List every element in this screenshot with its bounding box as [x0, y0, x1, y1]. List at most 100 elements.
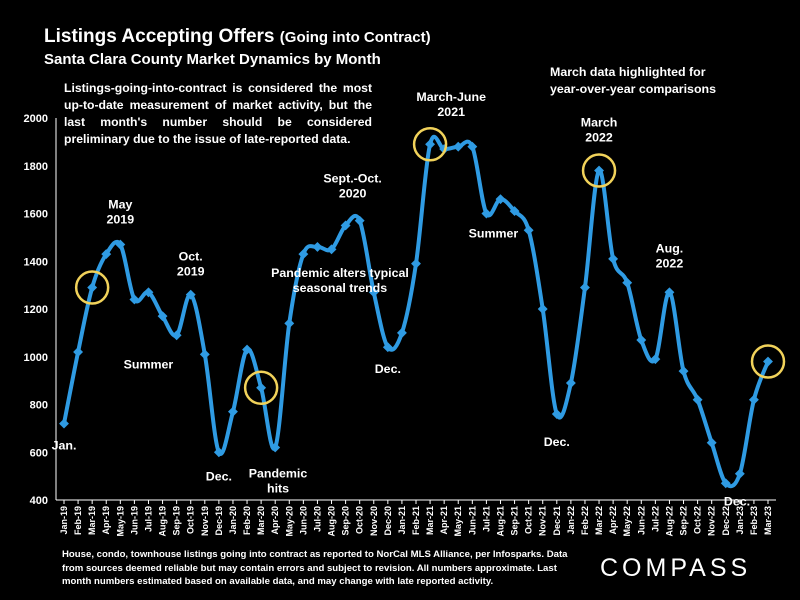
x-tick-label: Oct-22 — [693, 506, 703, 534]
x-tick-label: Nov-20 — [369, 506, 379, 536]
x-tick-label: Jan-21 — [397, 506, 407, 535]
data-point — [298, 249, 309, 260]
annotation-line: 2022 — [656, 256, 684, 270]
x-tick-label: Nov-21 — [538, 506, 548, 536]
y-tick-label: 1800 — [24, 161, 48, 173]
data-point — [143, 287, 154, 298]
annotation-line: hits — [267, 481, 289, 495]
annotation-label: Oct. 2019 — [177, 250, 205, 279]
annotation-line: Summer — [124, 358, 174, 372]
annotation-label: Aug. 2022 — [656, 241, 684, 270]
y-tick-label: 1400 — [24, 256, 48, 268]
data-point — [185, 289, 196, 300]
data-point — [425, 139, 436, 150]
data-point — [509, 206, 520, 217]
x-tick-label: Sep-22 — [679, 506, 689, 536]
annotation-line: Summer — [469, 226, 519, 240]
annotation-line: Oct. — [179, 250, 203, 264]
data-point — [495, 194, 506, 205]
x-tick-label: Apr-21 — [439, 506, 449, 535]
x-tick-label: Dec-22 — [721, 506, 731, 536]
data-point — [340, 220, 351, 231]
x-tick-label: Mar-21 — [425, 506, 435, 535]
data-point — [396, 327, 407, 338]
annotation-label: May 2019 — [107, 198, 135, 227]
x-tick-label: Apr-19 — [101, 506, 111, 535]
data-point — [115, 239, 126, 250]
x-tick-label: Dec-19 — [214, 506, 224, 536]
data-point — [228, 406, 238, 417]
annotation-line: 2019 — [177, 265, 205, 279]
annotation-line: Dec. — [206, 469, 232, 483]
data-point — [678, 366, 689, 377]
x-tick-label: May-20 — [284, 506, 294, 537]
data-point — [763, 356, 773, 367]
data-point — [748, 394, 759, 405]
x-tick-label: Jan-22 — [566, 506, 576, 535]
annotation-label: Dec. — [206, 469, 232, 483]
x-tick-label: Mar-19 — [87, 506, 97, 535]
data-point — [87, 282, 98, 293]
x-tick-label: Sep-20 — [341, 506, 351, 536]
highlight-circle — [750, 344, 786, 379]
data-point — [622, 277, 633, 288]
x-tick-label: Feb-19 — [73, 506, 83, 535]
data-point — [326, 244, 337, 255]
x-tick-label: Jul-20 — [312, 506, 322, 532]
x-tick-label: Aug-19 — [158, 506, 168, 537]
x-tick-label: Sep-19 — [172, 506, 182, 536]
title-main: Listings Accepting Offers — [44, 26, 275, 47]
y-tick-label: 600 — [30, 447, 48, 459]
annotation-line: 2022 — [585, 131, 613, 145]
data-point — [157, 311, 168, 322]
x-tick-label: May-21 — [453, 506, 463, 537]
x-tick-label: Jan-23 — [735, 506, 745, 535]
annotation-label: March 2022 — [581, 116, 618, 145]
march-highlight-note: March data highlighted for year-over-yea… — [550, 64, 716, 98]
x-tick-label: Jan-20 — [228, 506, 238, 535]
x-tick-label: Mar-22 — [594, 506, 604, 535]
annotation-line: Pandemic alters typical — [271, 266, 409, 280]
x-tick-label: Feb-22 — [580, 506, 590, 535]
annotation-label: Dec. — [375, 362, 401, 376]
data-point — [382, 342, 393, 353]
title-paren: (Going into Contract) — [279, 29, 431, 46]
x-tick-label: Nov-19 — [200, 506, 210, 536]
march-note-line-1: March data highlighted for — [550, 65, 706, 79]
y-tick-label: 2000 — [24, 113, 48, 125]
data-point — [242, 344, 252, 355]
x-tick-label: Jul-19 — [143, 506, 153, 532]
data-point — [734, 468, 745, 479]
data-point — [565, 378, 576, 388]
data-point — [551, 409, 562, 419]
annotation-label: Sept.-Oct. 2020 — [323, 172, 382, 201]
data-point — [73, 347, 84, 357]
annotation-line: Sept.-Oct. — [323, 172, 382, 186]
data-point — [171, 330, 182, 341]
data-point — [411, 258, 421, 269]
x-tick-label: Aug-20 — [327, 506, 337, 537]
x-tick-label: Jan-19 — [59, 506, 69, 535]
data-point — [636, 335, 647, 345]
highlight-circle — [581, 153, 617, 188]
annotation-label: Pandemic hits — [249, 466, 308, 495]
data-point — [256, 382, 267, 393]
x-tick-label: May-22 — [622, 506, 632, 537]
annotation-line: Jan. — [52, 439, 77, 453]
x-tick-label: Oct-19 — [186, 506, 196, 534]
x-tick-label: Jul-22 — [650, 506, 660, 532]
data-point — [59, 418, 69, 429]
chart-subtitle: Santa Clara County Market Dynamics by Mo… — [44, 51, 381, 68]
annotation-label: March-June 2021 — [416, 90, 486, 119]
x-tick-label: Feb-23 — [749, 506, 759, 535]
methodology-note: Listings-going-into-contract is consider… — [64, 81, 372, 146]
x-tick-label: Jun-20 — [298, 506, 308, 535]
annotation-label: Dec. — [544, 435, 570, 449]
annotation-label: Pandemic alters typical seasonal trends — [271, 266, 409, 295]
annotation-line: Dec. — [544, 435, 570, 449]
compass-logo: COMPASS — [600, 554, 752, 582]
data-point — [199, 349, 210, 360]
data-point — [594, 165, 604, 176]
x-tick-label: Apr-22 — [608, 506, 618, 535]
